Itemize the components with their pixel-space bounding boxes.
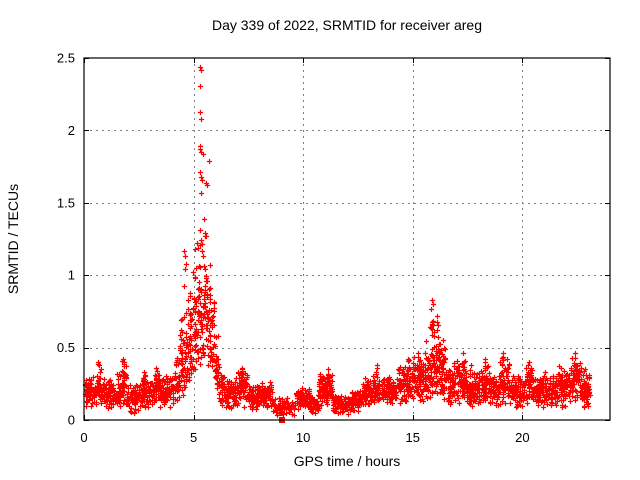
x-axis-label: GPS time / hours: [294, 453, 401, 469]
scatter-points: [82, 64, 594, 419]
plot-border: [83, 57, 611, 421]
y-tick-label: 0.5: [57, 340, 75, 355]
y-tick-label: 1.5: [57, 195, 75, 210]
y-tick-label: 0: [68, 413, 75, 428]
dotted-grid-line: [84, 58, 610, 420]
x-tick-label: 20: [515, 430, 529, 445]
x-tick-label: 0: [80, 430, 87, 445]
y-tick-label: 2: [68, 123, 75, 138]
axis-tick-marks: [84, 58, 610, 421]
tick-labels: 0 5 10 15 20 0 0.5 1 1.5 2 2.5: [57, 51, 530, 446]
y-tick-label: 2.5: [57, 51, 75, 66]
y-tick-label: 1: [68, 268, 75, 283]
tick-mark: [84, 58, 610, 421]
x-tick-label: 15: [406, 430, 420, 445]
x-tick-label: 5: [190, 430, 197, 445]
x-tick-label: 10: [296, 430, 310, 445]
grid-lines: [84, 58, 610, 420]
chart-title: Day 339 of 2022, SRMTID for receiver are…: [212, 17, 482, 33]
y-axis-label: SRMTID / TECUs: [5, 184, 21, 294]
